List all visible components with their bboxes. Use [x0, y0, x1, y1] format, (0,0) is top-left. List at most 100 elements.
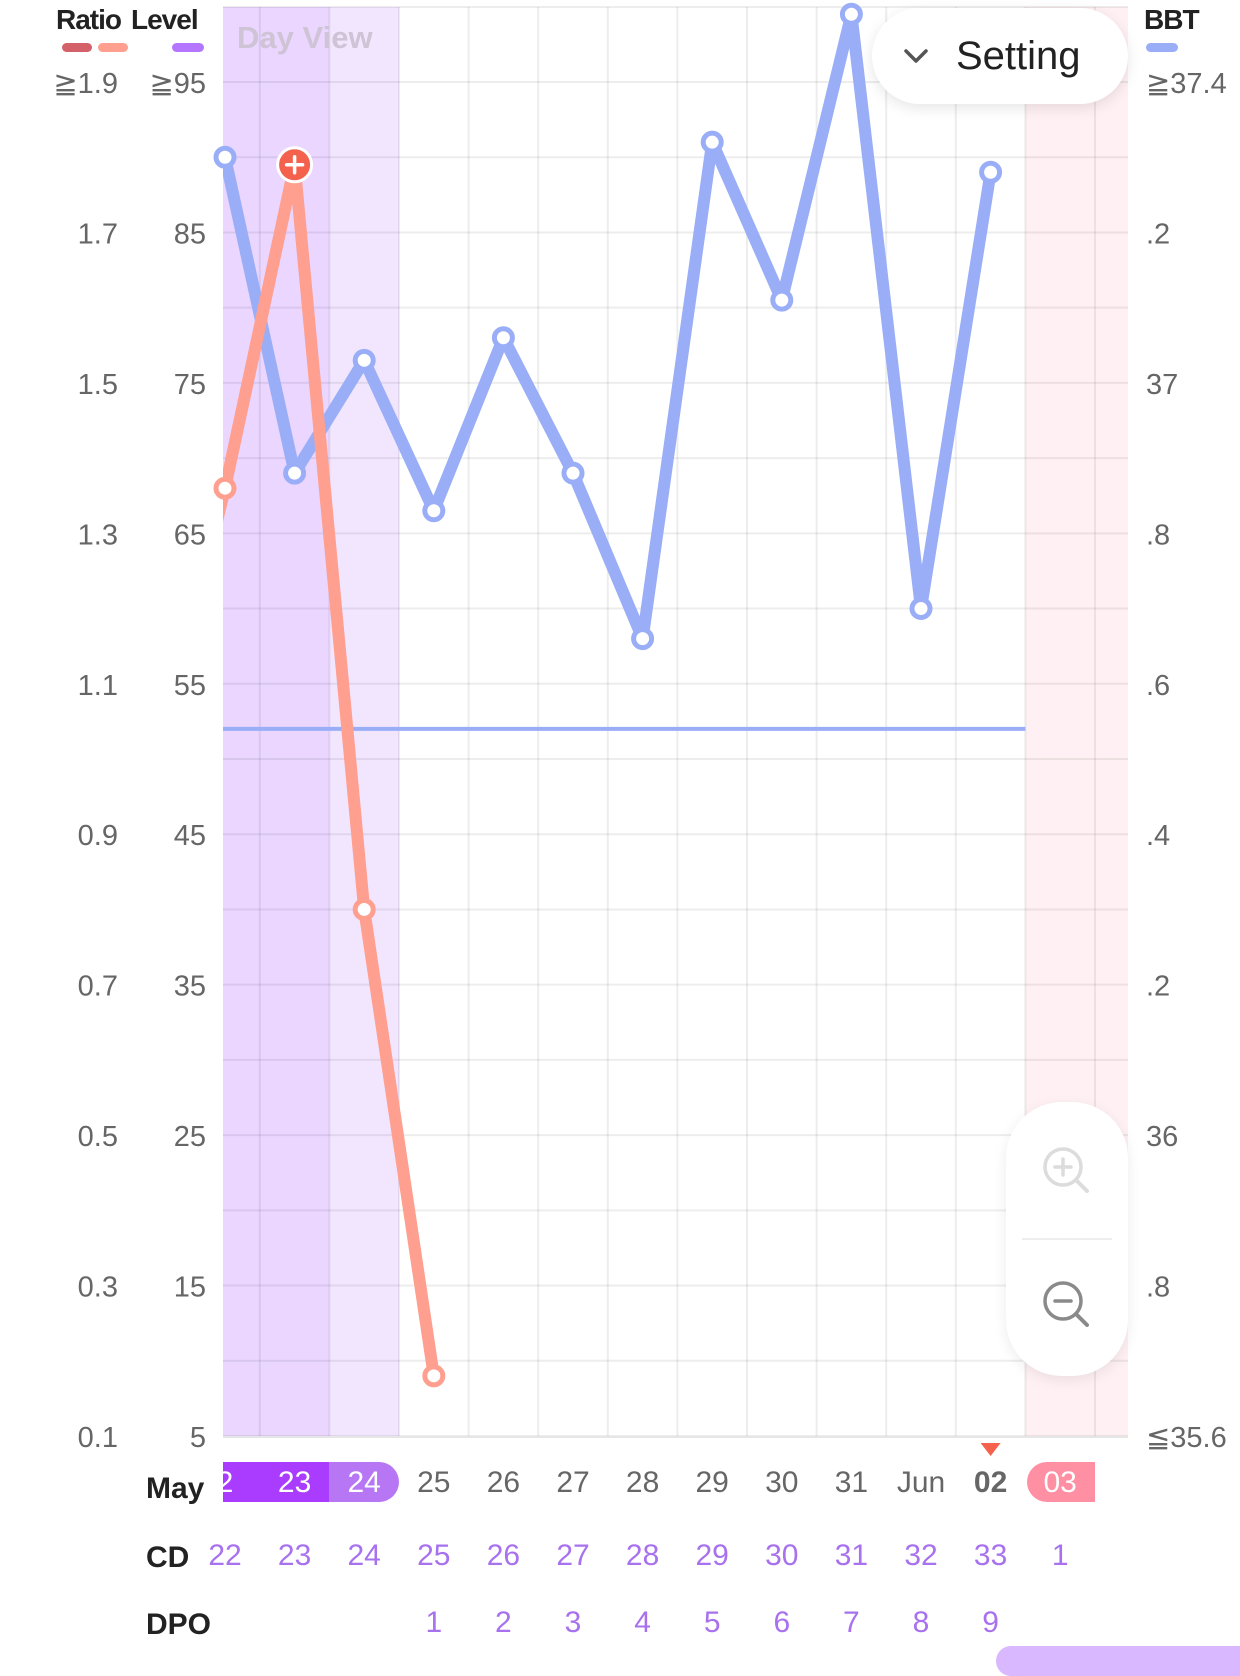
- level-tick-label: 85: [174, 218, 206, 250]
- zoom-in-button[interactable]: [1006, 1106, 1128, 1236]
- cd-value: 31: [834, 1539, 869, 1572]
- date-label: 29: [695, 1466, 729, 1499]
- dpo-value: 7: [843, 1606, 860, 1639]
- setting-label: Setting: [956, 33, 1081, 78]
- level-tick-label: 65: [174, 519, 206, 551]
- fertile-days-highlight: [223, 1462, 330, 1502]
- cd-value: 24: [347, 1539, 381, 1572]
- setting-button[interactable]: Setting: [872, 8, 1128, 104]
- ratio-light-swatch: [98, 43, 128, 52]
- date-label: 2: [216, 1466, 234, 1499]
- level-legend-title: Level: [131, 4, 199, 35]
- bottom-sheet-handle[interactable]: [996, 1646, 1240, 1676]
- bbt-tick-label: .2: [1146, 971, 1170, 1003]
- level-tick-label: 75: [174, 369, 206, 401]
- bbt-tick-label: .4: [1146, 820, 1170, 852]
- bbt-point: [561, 461, 585, 485]
- period-day-highlight: [1027, 1462, 1095, 1502]
- ratio-point: [213, 476, 237, 500]
- ratio-tick-label: 1.5: [78, 369, 118, 401]
- date-label: 27: [556, 1466, 590, 1499]
- ratio-tick-label: 1.3: [78, 519, 118, 551]
- cd-value: 1: [1051, 1539, 1069, 1572]
- level-tick-label: 25: [174, 1121, 206, 1153]
- ratio-tick-label: 0.5: [78, 1121, 118, 1153]
- ratio-tick-label: 0.1: [78, 1422, 118, 1454]
- date-label: 30: [765, 1466, 799, 1499]
- dpo-row-label: DPO: [146, 1608, 212, 1641]
- dpo-value: 1: [425, 1606, 443, 1639]
- date-label: 25: [417, 1466, 451, 1499]
- bbt-point: [909, 597, 933, 621]
- dpo-value: 8: [912, 1606, 930, 1639]
- bbt-tick-label: .2: [1146, 218, 1170, 250]
- cd-value: 22: [208, 1539, 242, 1572]
- bbt-tick-label: 36: [1146, 1121, 1178, 1153]
- level-tick-label: 55: [174, 670, 206, 702]
- bbt-tick-label: .8: [1146, 519, 1170, 551]
- bbt-tick-label: .6: [1146, 670, 1170, 702]
- dpo-value: 6: [773, 1606, 791, 1639]
- cd-value: 23: [277, 1539, 312, 1572]
- chevron-down-icon: [904, 49, 928, 63]
- bbt-legend-title: BBT: [1144, 4, 1200, 35]
- date-label: Jun: [896, 1466, 946, 1499]
- bbt-point: [422, 499, 446, 523]
- date-label: 03: [1043, 1466, 1077, 1499]
- bbt-tick-label: ≧37.4: [1146, 68, 1227, 100]
- dpo-value: 4: [634, 1606, 651, 1639]
- bbt-point: [631, 627, 655, 651]
- ratio-tick-label: 1.1: [78, 670, 118, 702]
- date-label: 28: [625, 1466, 660, 1499]
- level-swatch: [172, 43, 204, 52]
- dpo-value: 5: [703, 1606, 721, 1639]
- cd-row-label: CD: [146, 1541, 190, 1574]
- bbt-point: [979, 160, 1003, 184]
- cd-value: 28: [625, 1539, 660, 1572]
- cd-value: 33: [973, 1539, 1008, 1572]
- ratio-point: [352, 897, 376, 921]
- date-label: 31: [834, 1466, 869, 1499]
- date-label: 02: [973, 1466, 1008, 1499]
- today-marker-icon: [980, 1443, 1001, 1456]
- level-tick-label: 15: [174, 1272, 206, 1304]
- date-label: 23: [277, 1466, 312, 1499]
- bbt-point: [352, 348, 376, 372]
- ratio-dark-swatch: [62, 43, 92, 52]
- bbt-point: [700, 130, 724, 154]
- cd-value: 26: [486, 1539, 521, 1572]
- ratio-tick-label: 0.3: [78, 1272, 118, 1304]
- fertile-edge-band: [329, 7, 399, 1437]
- ratio-legend-title: Ratio: [56, 4, 122, 35]
- bbt-point: [283, 461, 307, 485]
- bbt-tick-label: ≦35.6: [1146, 1422, 1227, 1454]
- zoom-panel: [1006, 1102, 1128, 1376]
- level-tick-label: 35: [174, 971, 206, 1003]
- level-tick-label: 45: [174, 820, 206, 852]
- cd-value: 25: [417, 1539, 451, 1572]
- zoom-in-icon: [1043, 1147, 1089, 1193]
- date-label: 26: [486, 1466, 521, 1499]
- fertile-edge-highlight: [329, 1462, 399, 1502]
- bbt-point: [839, 2, 863, 26]
- bbt-swatch: [1146, 43, 1178, 52]
- bbt-tick-label: .8: [1146, 1272, 1170, 1304]
- level-tick-label: ≧95: [149, 68, 206, 100]
- ratio-tick-label: 1.7: [78, 218, 118, 250]
- cd-value: 29: [695, 1539, 729, 1572]
- cd-value: 30: [765, 1539, 799, 1572]
- zoom-out-button[interactable]: [1006, 1240, 1128, 1370]
- ratio-point: [422, 1364, 446, 1388]
- ratio-tick-label: ≧1.9: [53, 68, 118, 100]
- zoom-divider: [1022, 1238, 1112, 1240]
- zoom-out-icon: [1043, 1281, 1089, 1327]
- day-view-label: Day View: [237, 20, 373, 55]
- month-label: May: [146, 1472, 205, 1505]
- date-label: 24: [347, 1466, 381, 1499]
- cd-value: 32: [904, 1539, 938, 1572]
- bbt-point: [770, 288, 794, 312]
- dpo-value: 3: [564, 1606, 582, 1639]
- bbt-point: [213, 145, 237, 169]
- cd-value: 27: [556, 1539, 590, 1572]
